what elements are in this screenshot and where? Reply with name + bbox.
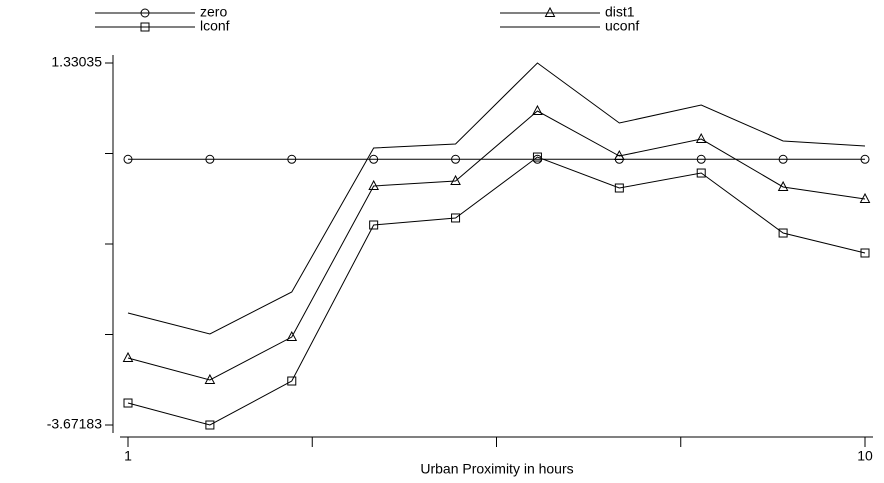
marker <box>778 228 788 238</box>
marker <box>695 132 707 144</box>
series-line <box>127 156 866 426</box>
marker <box>286 330 298 342</box>
y-tick-label: -3.67183 <box>47 416 102 432</box>
marker <box>122 351 134 362</box>
marker <box>123 154 133 164</box>
legend-label: zero <box>200 4 227 20</box>
y-tick-label: 1.33035 <box>51 54 102 70</box>
marker <box>450 174 461 185</box>
marker <box>860 154 870 164</box>
legend-label: dist1 <box>605 4 635 20</box>
x-tick-label: 1 <box>124 448 132 464</box>
marker <box>696 154 706 164</box>
marker <box>451 213 461 223</box>
marker <box>777 180 789 191</box>
marker <box>205 420 215 430</box>
legend-label: lconf <box>200 18 230 34</box>
marker <box>368 179 379 190</box>
marker <box>140 8 150 18</box>
marker <box>451 154 461 164</box>
marker <box>205 154 215 164</box>
x-axis-title: Urban Proximity in hours <box>420 461 573 477</box>
marker <box>696 168 706 178</box>
marker <box>860 248 870 258</box>
marker <box>204 373 216 384</box>
marker <box>778 154 788 164</box>
marker <box>140 22 150 32</box>
marker <box>532 104 543 116</box>
marker <box>287 376 297 386</box>
x-tick-label: 10 <box>857 448 873 464</box>
marker <box>287 154 297 164</box>
marker <box>123 398 133 408</box>
marker <box>614 149 625 161</box>
marker <box>544 6 556 17</box>
marker <box>532 152 542 162</box>
marker <box>369 154 379 164</box>
series-line <box>127 62 866 335</box>
series-line <box>127 110 866 381</box>
marker <box>859 192 871 204</box>
marker <box>369 220 379 230</box>
marker <box>614 183 624 193</box>
legend-label: uconf <box>605 18 639 34</box>
